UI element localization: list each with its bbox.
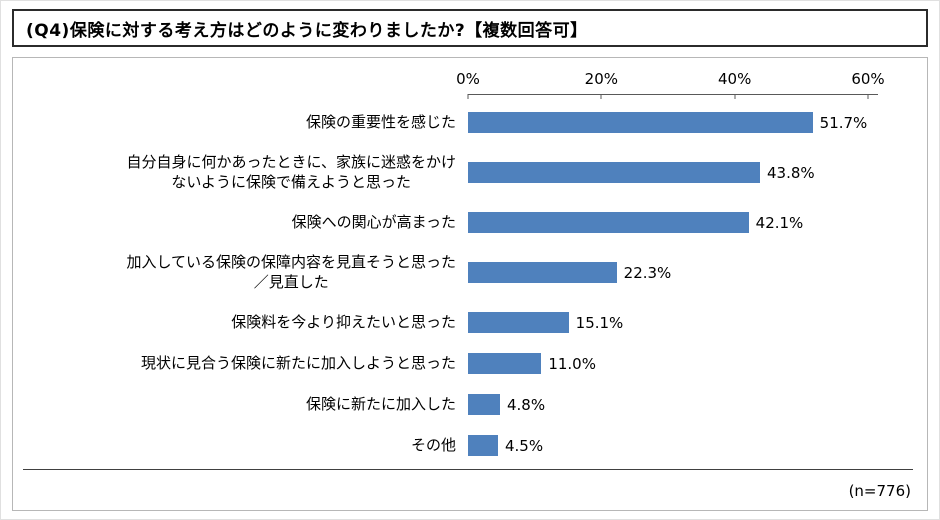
category-label: 保険に新たに加入した (305, 394, 456, 413)
value-label: 4.8% (507, 395, 546, 414)
page-title: (Q4)保険に対する考え方はどのように変わりましたか?【複数回答可】 (26, 20, 588, 41)
category-label: その他 (410, 435, 456, 454)
x-axis-tick-mark (734, 94, 736, 99)
chart-row: 保険の重要性を感じた 51.7% (13, 112, 925, 133)
chart-row: 保険料を今より抑えたいと思った 15.1% (13, 312, 925, 333)
bar-track: 11.0% (456, 353, 925, 374)
x-axis-tick-mark (600, 94, 602, 99)
value-label: 42.1% (755, 213, 804, 232)
value-label: 22.3% (623, 263, 672, 282)
x-axis-tick-label: 40% (717, 70, 752, 88)
bar-track: 4.5% (456, 435, 925, 456)
bar-track: 22.3% (456, 262, 925, 283)
bar (468, 312, 569, 333)
value-label: 11.0% (548, 354, 596, 373)
bar (468, 112, 813, 133)
chart-title-bar: (Q4)保険に対する考え方はどのように変わりましたか?【複数回答可】 (12, 9, 928, 47)
bar-rows: 保険の重要性を感じた 51.7% 自分自身に何かあったときに、家族に迷惑をかけ ない… (13, 102, 925, 466)
x-axis-line (468, 94, 878, 95)
value-label: 15.1% (575, 313, 624, 332)
x-axis-ticks (467, 94, 869, 99)
category-label: 現状に見合う保険に新たに加入しようと思った (140, 353, 456, 372)
x-axis-tick-label: 20% (584, 70, 618, 88)
bar (468, 394, 500, 415)
chart-row: 保険に新たに加入した 4.8% (13, 394, 925, 415)
x-axis-tick-mark (867, 94, 869, 99)
x-axis-tick-label: 0% (456, 70, 480, 88)
bar (468, 262, 617, 283)
sample-size-label: (n=776) (848, 482, 911, 500)
category-label: 自分自身に何かあったときに、家族に迷惑をかけ ないように保険で備えようと思った (126, 153, 456, 191)
bar (468, 435, 498, 456)
bar (468, 212, 749, 233)
category-label: 保険料を今より抑えたいと思った (231, 312, 456, 331)
bar-track: 43.8% (456, 162, 925, 183)
value-label: 51.7% (819, 113, 868, 132)
value-label: 4.5% (505, 436, 544, 455)
chart-row: その他 4.5% (13, 435, 925, 456)
chart-row: 保険への関心が高まった 42.1% (13, 212, 925, 233)
chart-container: 0% 20% 40% 60% 保険の重要性を感じた 51.7% 自分自身に何かあったときに… (12, 57, 928, 511)
value-label: 43.8% (767, 163, 815, 182)
chart-baseline (23, 469, 913, 470)
bar-track: 42.1% (456, 212, 925, 233)
bar (468, 162, 760, 183)
x-axis-labels: 0% 20% 40% 60% (456, 70, 885, 90)
bar (468, 353, 542, 374)
chart-row: 現状に見合う保険に新たに加入しようと思った 11.0% (13, 353, 925, 374)
bar-track: 4.8% (456, 394, 925, 415)
category-label: 保険への関心が高まった (291, 212, 456, 231)
chart-row: 自分自身に何かあったときに、家族に迷惑をかけ ないように保険で備えようと思った 4… (13, 153, 925, 192)
category-label: 加入している保険の保障内容を見直そうと思った ／見直した (126, 253, 456, 291)
bar-track: 51.7% (456, 112, 925, 133)
chart-row: 加入している保険の保障内容を見直そうと思った ／見直した 22.3% (13, 253, 925, 292)
x-axis-tick-mark (467, 94, 469, 99)
bar-track: 15.1% (456, 312, 925, 333)
x-axis-tick-label: 60% (851, 70, 885, 88)
category-label: 保険の重要性を感じた (305, 112, 456, 131)
